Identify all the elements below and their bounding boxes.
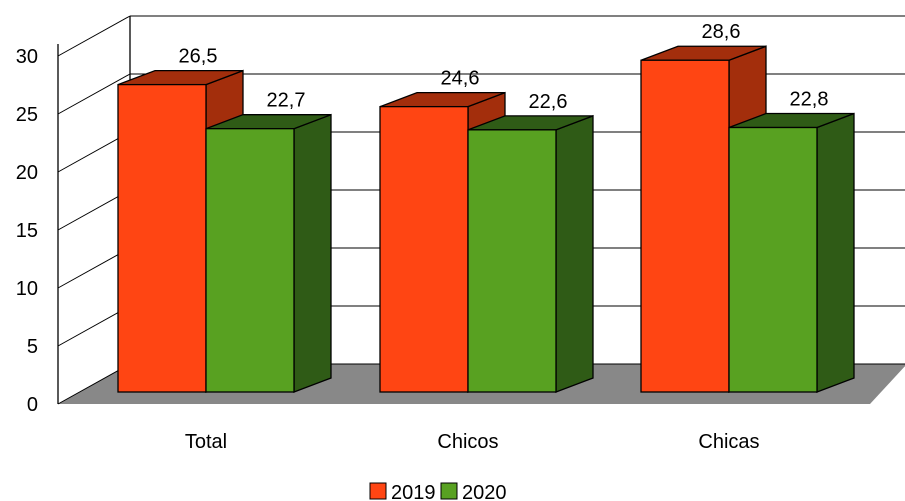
gridline-diagonal (57, 73, 131, 115)
legend-label-2020: 2020 (462, 482, 507, 501)
data-label: 24,6 (441, 68, 480, 90)
legend: 2019 2020 (369, 482, 507, 501)
legend-swatch-2019 (369, 482, 387, 500)
bar-front-face (640, 59, 730, 393)
x-axis-labels: Total Chicos Chicas (185, 431, 760, 453)
bar-2020-chicas (728, 112, 855, 393)
bar-front-face (379, 105, 469, 393)
bar-side-face (816, 112, 855, 393)
data-labels: 26,5 22,7 24,6 22,6 28,6 22,8 (179, 21, 829, 113)
bar-front-face (205, 128, 295, 393)
x-tick-label: Chicos (437, 431, 498, 453)
y-axis-ticks: 0 5 10 15 20 25 30 (16, 46, 38, 416)
bar-2020-total (205, 113, 332, 393)
data-label: 22,7 (267, 90, 306, 112)
x-tick-label: Chicas (698, 431, 759, 453)
y-tick-label: 20 (16, 162, 38, 184)
bar-2020-chicos (467, 114, 594, 393)
bar-side-face (555, 114, 594, 393)
x-tick-label: Total (185, 431, 227, 453)
data-label: 22,8 (790, 89, 829, 111)
y-tick-label: 5 (27, 336, 38, 358)
bar-front-face (728, 126, 818, 393)
y-tick-label: 25 (16, 104, 38, 126)
y-tick-label: 15 (16, 220, 38, 242)
legend-swatch-2020 (440, 482, 458, 500)
data-label: 26,5 (179, 46, 218, 68)
data-label: 22,6 (529, 91, 568, 113)
bar-side-face (293, 113, 332, 393)
bar-front-face (467, 129, 557, 393)
y-tick-label: 30 (16, 46, 38, 68)
bar-front-face (117, 83, 207, 393)
bars (117, 45, 855, 393)
y-tick-label: 0 (27, 394, 38, 416)
data-label: 28,6 (702, 21, 741, 43)
y-tick-label: 10 (16, 278, 38, 300)
gridline-diagonal (57, 15, 131, 57)
legend-label-2019: 2019 (391, 482, 436, 501)
